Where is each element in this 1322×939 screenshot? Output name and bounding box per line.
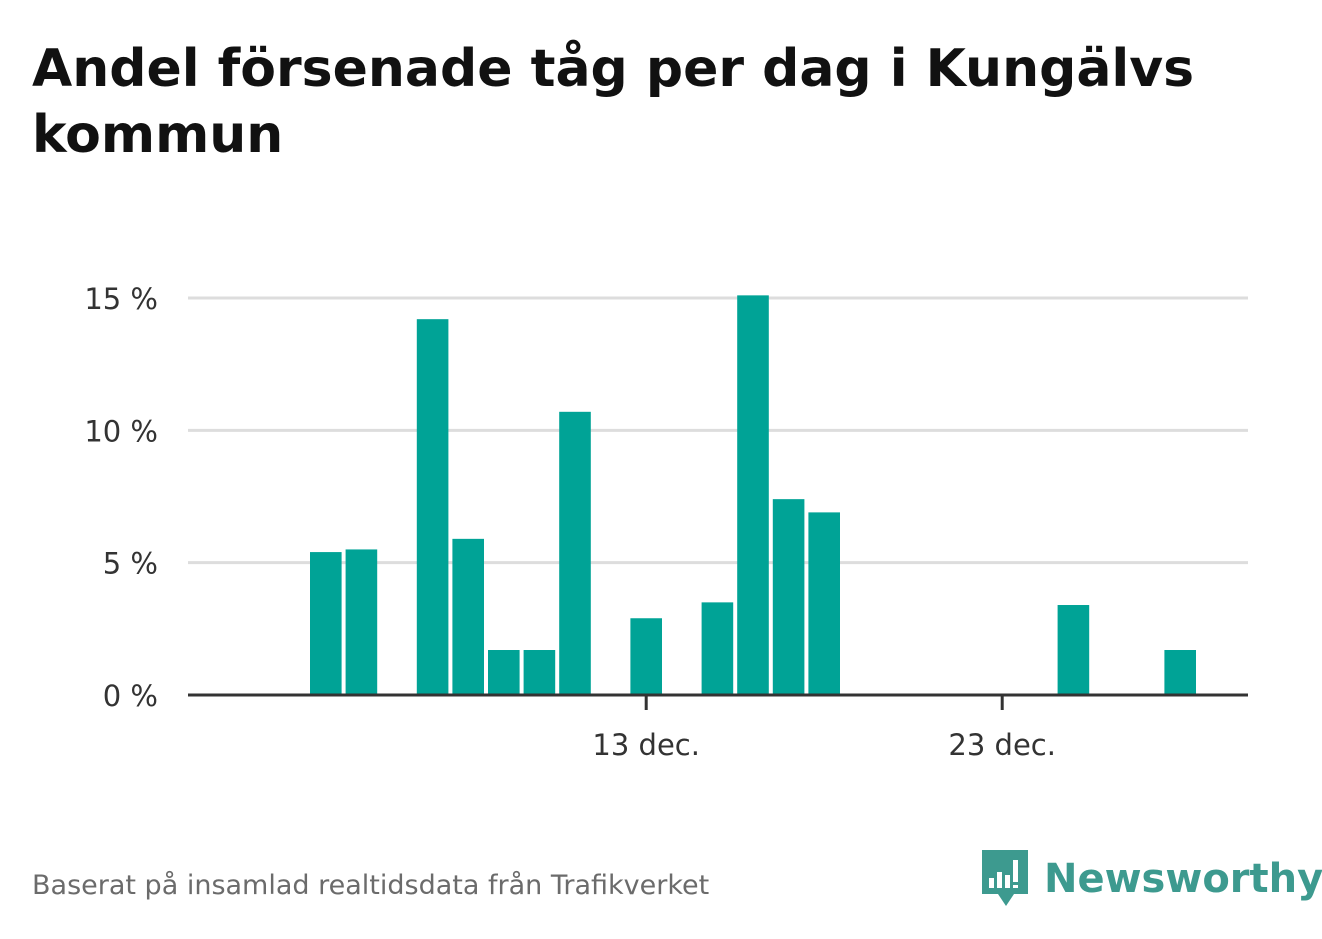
y-tick-label: 15 %	[84, 282, 158, 316]
grid-lines	[188, 296, 1248, 565]
bar	[630, 618, 662, 695]
brand-name: Newsworthy	[1044, 856, 1322, 902]
bar	[808, 512, 840, 695]
bar	[772, 499, 805, 695]
bar	[488, 650, 520, 695]
bar	[1057, 605, 1090, 695]
y-axis-labels: 0 % 5 % 10 % 15 %	[84, 282, 158, 713]
bar	[523, 650, 556, 695]
y-tick-label: 5 %	[103, 547, 158, 581]
bar	[1164, 650, 1196, 695]
x-tick-label: 23 dec.	[948, 728, 1056, 762]
bar	[345, 549, 378, 695]
bar	[737, 295, 769, 695]
y-tick-label: 10 %	[84, 414, 158, 448]
x-tick-label: 13 dec.	[592, 728, 700, 762]
x-axis-ticks: 13 dec. 23 dec.	[592, 695, 1056, 762]
bars	[310, 295, 1196, 695]
y-tick-label: 0 %	[103, 679, 158, 713]
bar	[416, 319, 449, 695]
bar	[701, 602, 734, 695]
bar	[452, 538, 484, 695]
bar	[559, 411, 591, 695]
newsworthy-logo-icon	[982, 850, 1028, 906]
brand-logo[interactable]: Newsworthy	[980, 848, 1322, 910]
bar	[310, 552, 342, 695]
source-note: Baserat på insamlad realtidsdata från Tr…	[32, 870, 710, 901]
chart-title: Andel försenade tåg per dag i Kungälvs k…	[32, 39, 1195, 165]
